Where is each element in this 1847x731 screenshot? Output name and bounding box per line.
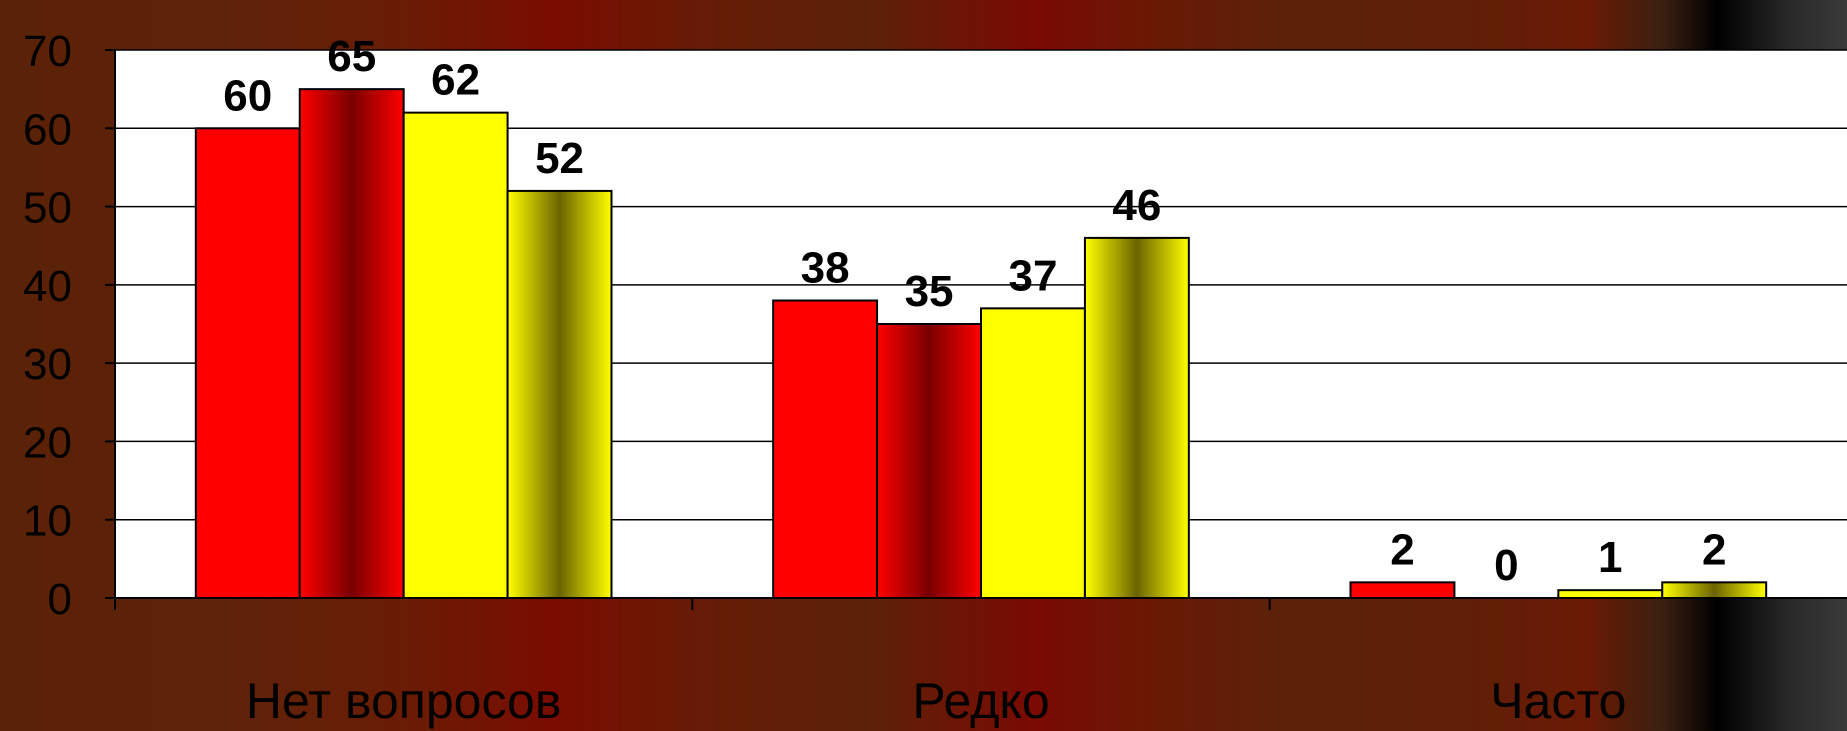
y-tick-label: 30: [23, 340, 72, 389]
bar: [1557, 589, 1664, 600]
bar: [772, 299, 879, 599]
x-axis-categories: Нет вопросов Редко Часто: [246, 598, 1626, 729]
bar: [506, 189, 613, 600]
axes: [114, 50, 1847, 610]
data-label: 62: [431, 56, 480, 105]
data-label: 38: [801, 244, 850, 293]
data-label: 2: [1702, 525, 1726, 574]
data-label: 35: [905, 267, 954, 316]
y-tick-label: 20: [23, 418, 72, 467]
y-axis-ticks: 0 10 20 30 40 50 60 70: [23, 27, 115, 624]
data-label: 52: [535, 134, 584, 183]
bar: [876, 323, 983, 599]
data-labels: 60 65 62 52 38 35 37 46 2 0 1 2: [223, 32, 1726, 590]
category-label: Редко: [912, 673, 1049, 729]
bar: [194, 127, 301, 600]
bar: [1083, 236, 1190, 599]
y-tick-label: 50: [23, 184, 72, 233]
y-tick-label: 60: [23, 105, 72, 154]
category-label: Часто: [1490, 673, 1626, 729]
bar: [980, 307, 1086, 599]
data-label: 60: [223, 71, 272, 120]
y-tick-label: 0: [48, 575, 72, 624]
data-label: 0: [1494, 541, 1518, 590]
data-label: 1: [1598, 533, 1622, 582]
y-tick-label: 70: [23, 27, 72, 76]
data-label: 2: [1390, 525, 1414, 574]
bar: [402, 111, 509, 599]
data-label: 46: [1112, 181, 1161, 230]
y-tick-label: 40: [23, 262, 72, 311]
bar: [1661, 581, 1768, 599]
y-tick-label: 10: [23, 497, 72, 546]
category-label: Нет вопросов: [246, 673, 561, 729]
bars: [194, 88, 1768, 600]
data-label: 65: [327, 32, 376, 81]
bar: [298, 88, 405, 600]
data-label: 37: [1008, 251, 1057, 300]
bar: [1349, 581, 1456, 599]
